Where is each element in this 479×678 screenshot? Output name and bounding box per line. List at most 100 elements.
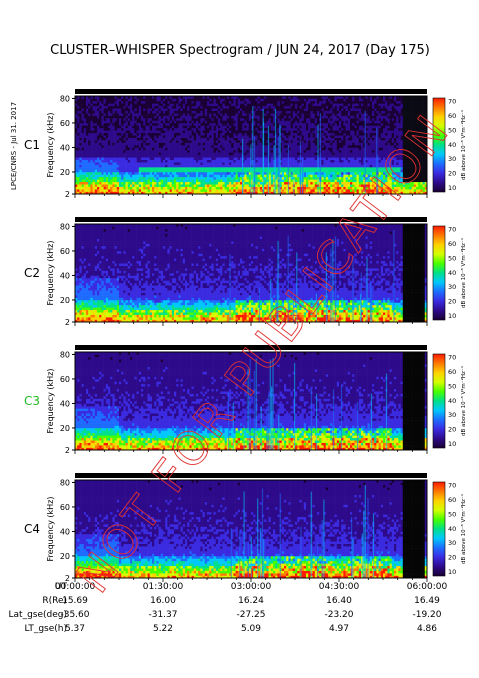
colorbar-tick-label: 60 [448,368,456,376]
y-tick-label: 2 [65,574,70,583]
colorbar-tick-label: 20 [448,170,456,178]
x-row-value: 16.00 [150,596,176,606]
y-axis-label: Frequency (kHz) [46,113,55,178]
y-tick-label: 60 [60,119,70,128]
y-axis-label: Frequency (kHz) [46,497,55,562]
panels-group: 80 60 40 20 2 Frequency (kHz) C1 70 60 50 40 30 20 10… [24,89,467,583]
colorbar-tick-label: 10 [448,568,456,576]
y-tick-label: 80 [60,350,70,359]
x-row-value: 5.37 [65,624,85,634]
y-tick-label: 2 [65,190,70,199]
x-row-value: -23.20 [324,610,353,620]
y-tick-label: 2 [65,446,70,455]
colorbar-tick-label: 60 [448,240,456,248]
x-row-value: 16.40 [326,596,352,606]
x-row-value: 5.22 [153,624,173,634]
x-row-value: 03:00:00 [231,582,272,592]
panel-header-bar [75,473,427,478]
panel-header-bar [75,217,427,222]
colorbar-tick-label: 50 [448,382,456,390]
x-row-label: Lat_gse(deg) [9,610,67,620]
y-tick-label: 80 [60,94,70,103]
y-tick-label: 2 [65,318,70,327]
x-row-value: 16.24 [238,596,264,606]
spectrogram-image [75,480,428,579]
y-tick-label: 60 [60,375,70,384]
y-tick-label: 60 [60,247,70,256]
panel-c2: 80 60 40 20 2 Frequency (kHz) C2 70 60 50 40 30 20 10… [24,217,467,327]
colorbar-tick-label: 60 [448,496,456,504]
x-row-value: 00:00:00 [55,582,96,592]
y-tick-label: 40 [60,271,70,280]
x-row-label: LT_gse(h) [25,624,67,634]
colorbar-label: dB above 10⁻⁸ V²m⁻²Hz⁻¹ [460,494,467,564]
colorbar-label: dB above 10⁻⁸ V²m⁻²Hz⁻¹ [460,110,467,180]
x-row-label: R(Re) [42,596,67,606]
y-tick-label: 40 [60,399,70,408]
colorbar [432,225,446,321]
colorbar-tick-label: 30 [448,155,456,163]
panel-header-bar [75,345,427,350]
x-row-value: 01:30:00 [143,582,184,592]
spectrogram-image [75,224,428,323]
colorbar-tick-label: 70 [448,97,456,105]
spectrogram-image [75,352,428,451]
x-row-value: -27.25 [236,610,265,620]
colorbar-tick-label: 40 [448,397,456,405]
colorbar-tick-label: 30 [448,411,456,419]
x-row-value: 4.86 [417,624,437,634]
panel-label: C4 [24,522,40,536]
y-tick-label: 60 [60,503,70,512]
x-row-label: UT [55,582,68,592]
colorbar-tick-label: 70 [448,481,456,489]
y-tick-label: 20 [60,296,70,305]
x-row-value: -35.60 [60,610,89,620]
y-tick-label: 20 [60,168,70,177]
side-label: LPCE/CNRS - Jul 31. 2017 [10,102,18,190]
colorbar-tick-label: 60 [448,112,456,120]
y-tick-label: 20 [60,552,70,561]
panel-header-bar [75,89,427,94]
colorbar-tick-label: 70 [448,225,456,233]
x-row-value: 5.09 [241,624,261,634]
spectrogram-image [75,96,428,195]
colorbar-tick-label: 30 [448,283,456,291]
y-tick-label: 20 [60,424,70,433]
colorbar [432,353,446,449]
colorbar-tick-label: 40 [448,269,456,277]
panel-label: C2 [24,266,40,280]
y-axis-label: Frequency (kHz) [46,241,55,306]
colorbar-tick-label: 50 [448,254,456,262]
y-axis-label: Frequency (kHz) [46,369,55,434]
x-row-value: 4.97 [329,624,349,634]
colorbar-tick-label: 40 [448,525,456,533]
y-tick-label: 40 [60,527,70,536]
colorbar [432,481,446,577]
colorbar-tick-label: 70 [448,353,456,361]
colorbar-tick-label: 20 [448,426,456,434]
colorbar-tick-label: 20 [448,554,456,562]
colorbar-tick-label: 40 [448,141,456,149]
panel-label: C1 [24,138,40,152]
colorbar-tick-label: 10 [448,312,456,320]
colorbar-tick-label: 30 [448,539,456,547]
panel-c3: 80 60 40 20 2 Frequency (kHz) C3 70 60 50 40 30 20 10… [24,345,467,455]
y-tick-label: 80 [60,478,70,487]
colorbar-tick-label: 20 [448,298,456,306]
y-tick-label: 80 [60,222,70,231]
y-tick-label: 40 [60,143,70,152]
x-row-value: -19.20 [412,610,441,620]
panel-label: C3 [24,394,40,408]
colorbar-tick-label: 50 [448,510,456,518]
colorbar-tick-label: 10 [448,440,456,448]
panel-c1: 80 60 40 20 2 Frequency (kHz) C1 70 60 50 40 30 20 10… [24,89,467,199]
x-row-value: 15.69 [62,596,88,606]
colorbar-label: dB above 10⁻⁸ V²m⁻²Hz⁻¹ [460,366,467,436]
colorbar-label: dB above 10⁻⁸ V²m⁻²Hz⁻¹ [460,238,467,308]
panel-c4: 80 60 40 20 2 Frequency (kHz) C4 70 60 50 40 30 20 10… [24,473,467,583]
x-row-value: 16.49 [414,596,440,606]
colorbar-tick-label: 50 [448,126,456,134]
chart-title: CLUSTER–WHISPER Spectrogram / JUN 24, 20… [50,43,430,58]
